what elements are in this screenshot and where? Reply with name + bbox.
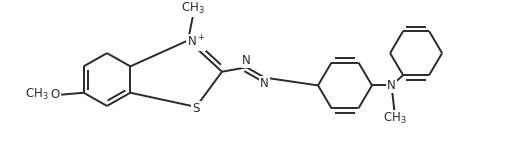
Text: N: N: [242, 54, 250, 67]
Text: N: N: [386, 79, 395, 92]
Text: O: O: [50, 88, 60, 101]
Text: CH$_3$: CH$_3$: [181, 1, 205, 16]
Text: N: N: [260, 77, 269, 90]
Text: CH$_3$: CH$_3$: [382, 111, 406, 126]
Text: CH$_3$: CH$_3$: [25, 87, 48, 102]
Text: N$^+$: N$^+$: [186, 35, 205, 50]
Text: S: S: [192, 102, 199, 115]
